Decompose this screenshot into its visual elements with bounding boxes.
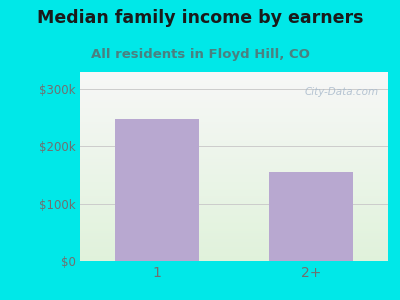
Text: All residents in Floyd Hill, CO: All residents in Floyd Hill, CO	[90, 48, 310, 61]
Bar	[115, 119, 199, 261]
Bar	[269, 172, 353, 261]
Text: Median family income by earners: Median family income by earners	[37, 9, 363, 27]
Text: City-Data.com: City-Data.com	[305, 87, 379, 97]
